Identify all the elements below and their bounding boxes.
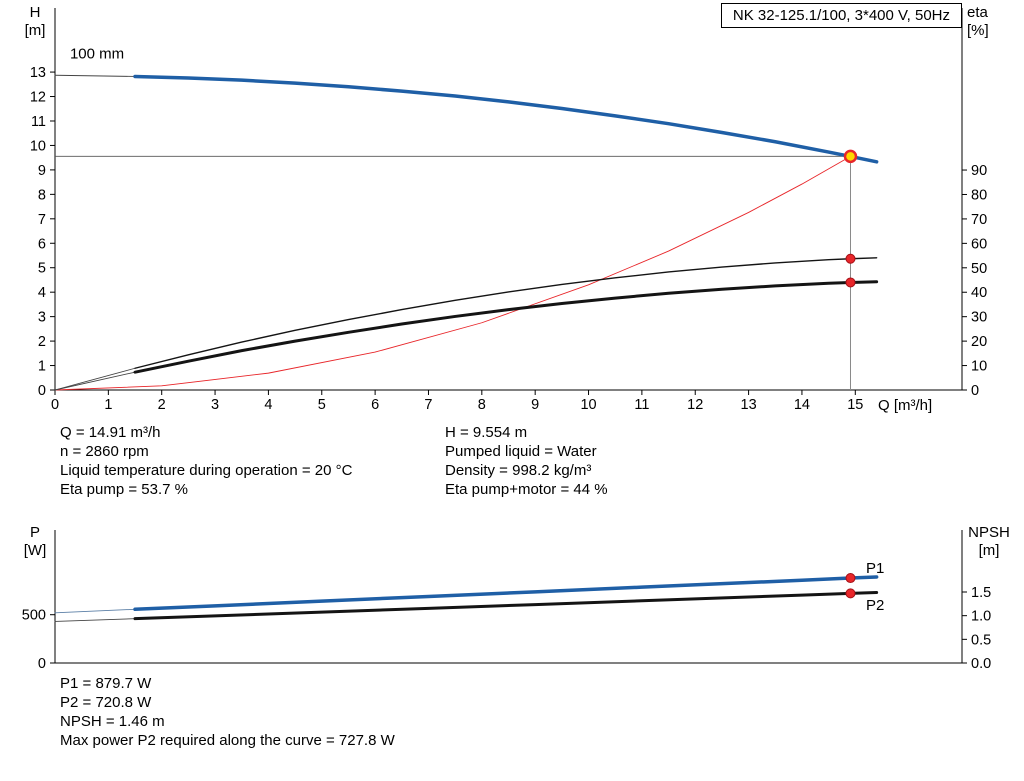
info-line: Eta pump+motor = 44 % <box>445 481 608 498</box>
left-tick-label: 3 <box>38 310 46 326</box>
h-axis-label: H [m] <box>16 4 54 40</box>
duty-parabola <box>54 155 851 391</box>
pump-title-box: NK 32-125.1/100, 3*400 V, 50Hz <box>720 3 962 28</box>
p1-label: P1 <box>866 560 884 577</box>
info-line: Density = 998.2 kg/m³ <box>445 462 592 479</box>
right-tick-label: 30 <box>971 310 987 326</box>
left-tick-label: 8 <box>38 187 46 203</box>
left-tick-label: 0 <box>38 383 46 399</box>
eta-pump-motor-curve <box>133 280 879 374</box>
h-axis-label-unit: [m] <box>24 22 46 39</box>
x-tick-label: 1 <box>104 397 112 413</box>
info-line: Liquid temperature during operation = 20… <box>60 462 353 479</box>
p1-curve-lead <box>54 608 136 614</box>
x-tick-label: 3 <box>211 397 219 413</box>
x-tick-label: 4 <box>264 397 272 413</box>
eta-pump-motor-point <box>845 277 856 288</box>
power-npsh-data: P1 = 879.7 W P2 = 720.8 W NPSH = 1.46 m Max… <box>60 674 395 750</box>
info-line: NPSH = 1.46 m <box>60 713 165 730</box>
eta-pump-motor-lead <box>54 371 136 391</box>
right-tick-label: 0.0 <box>971 656 991 672</box>
impeller-size-label: 100 mm <box>70 46 124 63</box>
x-tick-label: 5 <box>318 397 326 413</box>
p-axis-label-symbol: P <box>29 524 40 541</box>
right-tick-label: 1.5 <box>971 585 991 601</box>
left-tick-label: 4 <box>38 285 46 301</box>
npsh-axis-label-symbol: NPSH <box>968 524 1010 541</box>
p2-duty-point <box>845 588 856 599</box>
left-tick-label: 13 <box>30 65 46 81</box>
right-tick-label: 60 <box>971 236 987 252</box>
right-tick-label: 70 <box>971 212 987 228</box>
right-tick-label: 90 <box>971 163 987 179</box>
eta-axis-label-unit: [%] <box>967 22 989 39</box>
left-tick-label: 500 <box>22 608 46 624</box>
p1-duty-point <box>845 573 856 584</box>
p-axis-label-unit: [W] <box>23 542 47 559</box>
p-axis-label: P [W] <box>16 524 54 560</box>
info-line: n = 2860 rpm <box>60 443 149 460</box>
x-tick-label: 13 <box>741 397 757 413</box>
pump-curve-100mm <box>133 74 879 164</box>
x-tick-label: 9 <box>531 397 539 413</box>
x-tick-label: 11 <box>634 397 649 413</box>
info-line: Q = 14.91 m³/h <box>60 424 161 441</box>
left-tick-label: 2 <box>38 334 46 350</box>
x-tick-label: 14 <box>794 397 810 413</box>
left-tick-label: 0 <box>38 656 46 672</box>
right-tick-label: 20 <box>971 334 987 350</box>
p2-curve <box>133 590 879 621</box>
x-tick-label: 0 <box>51 397 59 413</box>
p2-label: P2 <box>866 597 884 614</box>
x-tick-label: 7 <box>424 397 432 413</box>
info-line: Pumped liquid = Water <box>445 443 597 460</box>
qh-eta-chart: 0 1 2 3 4 5 6 7 8 9 10 11 12 13 14 15012345678910111213… <box>30 8 987 413</box>
left-tick-label: 11 <box>31 114 46 130</box>
right-tick-label: 10 <box>971 359 987 375</box>
eta-axis-label: eta [%] <box>967 4 989 40</box>
operating-data-right: H = 9.554 m Pumped liquid = Water Density … <box>445 423 608 499</box>
info-line: P1 = 879.7 W <box>60 675 152 692</box>
right-tick-label: 0 <box>971 383 979 399</box>
left-tick-label: 5 <box>38 261 46 277</box>
right-tick-label: 0.5 <box>971 632 991 648</box>
h-axis-label-symbol: H <box>29 4 41 21</box>
info-line: H = 9.554 m <box>445 424 528 441</box>
npsh-axis-label: NPSH [m] <box>964 524 1014 560</box>
info-line: Max power P2 required along the curve = … <box>60 732 395 749</box>
p2-curve-lead <box>54 618 136 622</box>
right-tick-label: 1.0 <box>971 609 991 625</box>
left-tick-label: 7 <box>38 212 46 228</box>
x-tick-label: 10 <box>580 397 596 413</box>
x-tick-label: 12 <box>687 397 703 413</box>
info-line: Eta pump = 53.7 % <box>60 481 188 498</box>
info-line: P2 = 720.8 W <box>60 694 152 711</box>
q-axis-label: Q [m³/h] <box>878 397 933 414</box>
eta-pump-point <box>845 253 856 264</box>
x-tick-label: 2 <box>158 397 166 413</box>
x-tick-label: 6 <box>371 397 379 413</box>
eta-axis-label-symbol: eta <box>967 4 988 21</box>
x-tick-label: 15 <box>847 397 863 413</box>
p1-curve <box>133 575 879 612</box>
eta-pump-lead <box>54 367 136 391</box>
operating-data-left: Q = 14.91 m³/h n = 2860 rpm Liquid tempera… <box>60 423 352 499</box>
left-tick-label: 6 <box>38 236 46 252</box>
right-tick-label: 50 <box>971 261 987 277</box>
pump-curve-lead <box>54 74 136 77</box>
right-tick-label: 40 <box>971 285 987 301</box>
npsh-axis-label-unit: [m] <box>978 542 1000 559</box>
x-tick-label: 8 <box>478 397 486 413</box>
duty-point-marker[interactable] <box>843 149 858 164</box>
right-tick-label: 80 <box>971 187 987 203</box>
left-tick-label: 9 <box>38 163 46 179</box>
left-tick-label: 10 <box>30 138 46 154</box>
left-tick-label: 1 <box>38 359 46 375</box>
left-tick-label: 12 <box>30 90 46 106</box>
power-npsh-chart: 0 500 0.0 0.5 1.0 1.5 P1 P2 <box>22 530 991 672</box>
eta-pump-curve <box>134 257 878 369</box>
